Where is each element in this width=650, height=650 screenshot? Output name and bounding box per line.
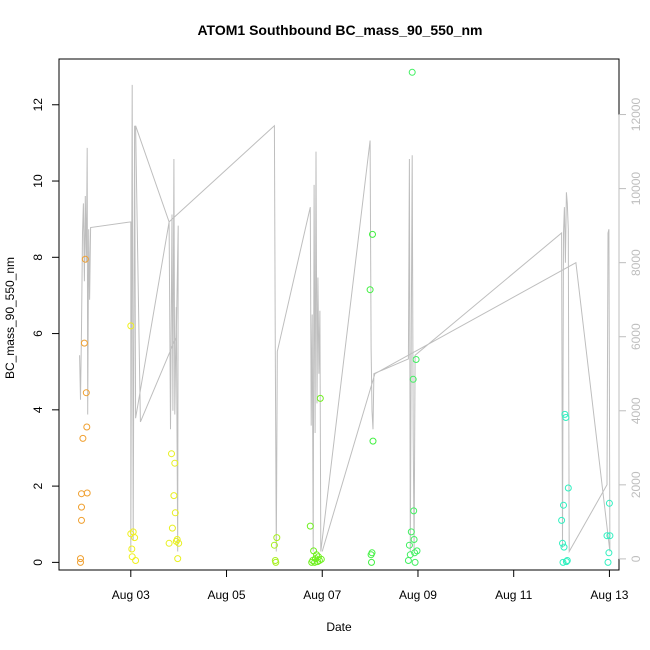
data-point [270, 541, 278, 549]
x-tick-label: Aug 11 [495, 588, 532, 602]
data-point [313, 551, 320, 559]
data-point [77, 555, 84, 563]
data-point [410, 507, 418, 515]
y-tick-label: 6 [31, 330, 45, 337]
data-point [317, 555, 325, 563]
data-point [131, 534, 139, 542]
data-point [80, 339, 88, 347]
data-point [77, 558, 84, 566]
data-point [273, 534, 281, 542]
data-point [405, 541, 413, 549]
data-point [410, 536, 418, 543]
y2-tick-label: 10000 [629, 172, 643, 206]
data-point [168, 524, 176, 532]
data-point [170, 492, 178, 500]
x-tick-label: Aug 07 [303, 588, 341, 602]
y-tick-label: 10 [31, 174, 45, 188]
y2-tick-label: 12000 [629, 98, 643, 132]
data-point [171, 459, 179, 467]
data-point [561, 410, 569, 418]
y-tick-label: 8 [31, 254, 45, 261]
y-tick-label: 12 [31, 98, 45, 112]
data-point [315, 557, 323, 564]
data-point [369, 437, 377, 445]
data-point [606, 532, 614, 540]
data-point [369, 230, 376, 238]
x-tick-label: Aug 05 [207, 588, 245, 602]
data-point [128, 553, 136, 561]
data-point [81, 255, 89, 263]
secondary-series-line [79, 84, 611, 554]
data-point [168, 450, 175, 458]
data-point [605, 499, 613, 507]
data-point [175, 539, 183, 547]
y-axis-right: 0 2000 4000 6000 8000 10000 12000 [618, 98, 643, 562]
data-point [79, 434, 87, 442]
data-point [132, 557, 140, 564]
data-point [366, 286, 374, 294]
data-point [306, 522, 314, 530]
data-point [82, 389, 90, 397]
y2-tick-label: 8000 [629, 249, 643, 276]
data-point [407, 528, 415, 536]
data-point [562, 414, 570, 421]
data-point [128, 545, 136, 553]
data-point [174, 555, 182, 563]
data-point [563, 557, 571, 564]
data-point [78, 503, 85, 511]
data-point [605, 549, 613, 557]
x-axis: Aug 03 Aug 05 Aug 07 Aug 09 Aug 11 Aug 13 [112, 569, 629, 602]
data-point [368, 558, 375, 566]
y2-tick-label: 0 [629, 555, 643, 562]
data-point [171, 509, 179, 517]
data-point [368, 549, 376, 557]
data-point [562, 558, 570, 566]
data-point [411, 558, 419, 566]
data-point [316, 394, 324, 402]
chart-title: ATOM1 Southbound BC_mass_90_550_nm [197, 22, 482, 38]
data-point [78, 490, 85, 498]
x-tick-label: Aug 09 [399, 588, 437, 602]
data-point [603, 532, 611, 540]
data-point [560, 501, 567, 509]
x-tick-label: Aug 13 [590, 588, 628, 602]
data-point [78, 516, 85, 524]
data-point [412, 356, 420, 363]
y2-tick-label: 2000 [629, 471, 643, 498]
data-point [83, 423, 91, 431]
data-point [127, 322, 135, 330]
scatter-points [77, 68, 614, 566]
data-point [560, 543, 568, 551]
data-point [406, 551, 414, 559]
x-tick-label: Aug 03 [112, 588, 150, 602]
data-point [311, 558, 319, 566]
data-point [165, 539, 173, 547]
y-tick-label: 2 [31, 482, 45, 489]
data-point [559, 558, 567, 566]
data-point [559, 539, 566, 547]
secondary-line-series [79, 84, 611, 554]
y-axis-label: BC_mass_90_550_nm [3, 257, 17, 379]
data-point [272, 558, 280, 566]
data-point [408, 68, 416, 76]
x-axis-label: Date [326, 620, 352, 634]
data-point [404, 557, 412, 564]
data-point [409, 375, 417, 383]
data-point [83, 489, 91, 497]
data-point [564, 484, 572, 492]
y2-tick-label: 4000 [629, 397, 643, 424]
y-axis-left: 0 2 4 6 8 10 12 [31, 98, 60, 566]
data-point [604, 558, 612, 566]
data-point [413, 547, 421, 555]
y-tick-label: 4 [31, 406, 45, 413]
y2-tick-label: 6000 [629, 323, 643, 350]
y-tick-label: 0 [31, 559, 45, 566]
data-point [173, 536, 181, 543]
data-point [558, 516, 566, 524]
